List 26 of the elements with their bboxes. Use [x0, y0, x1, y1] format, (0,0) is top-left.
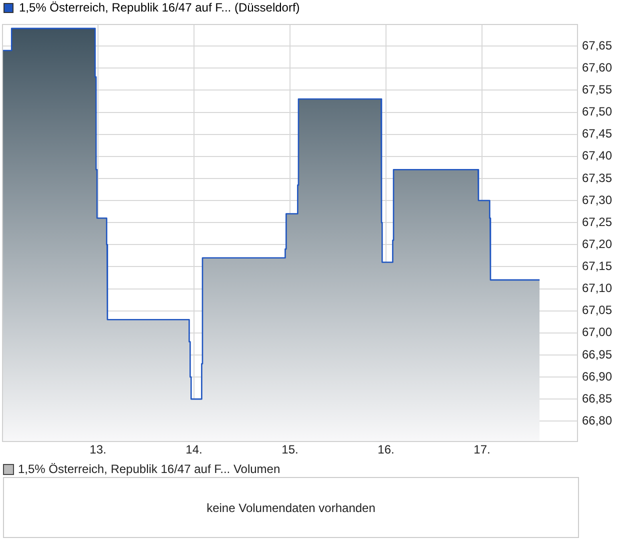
y-tick-label: 66,80 — [582, 413, 612, 428]
y-tick-label: 66,90 — [582, 369, 612, 384]
y-tick-label: 67,35 — [582, 170, 612, 185]
x-tick-label: 15. — [282, 442, 298, 457]
y-tick-label: 67,25 — [582, 214, 612, 229]
text: 1,5% Österreich, Republik 16/47 auf F... Volumen — [18, 462, 280, 476]
y-tick-label: 67,30 — [582, 192, 612, 207]
y-tick-label: 67,60 — [582, 60, 612, 74]
y-tick-label: 67,40 — [582, 148, 612, 163]
y-tick-label: 67,15 — [582, 259, 612, 274]
x-tick-label: 17. — [474, 442, 490, 457]
y-tick-label: 67,65 — [582, 38, 612, 52]
y-tick-label: 67,55 — [582, 82, 612, 97]
y-tick-label: 67,00 — [582, 325, 612, 340]
x-tick-label: 13. — [90, 442, 106, 457]
y-tick-label: 67,50 — [582, 104, 612, 119]
text: keine Volumendaten vorhanden — [3, 477, 579, 538]
legend-label: 1,5% Österreich, Republik 16/47 auf F... (Düsseldorf) — [19, 0, 300, 14]
y-tick-label: 66,95 — [582, 347, 612, 362]
y-tick-label: 66,85 — [582, 391, 612, 406]
y-tick-label: 67,10 — [582, 281, 612, 296]
y-tick-label: 67,45 — [582, 126, 612, 141]
x-tick-label: 16. — [378, 442, 394, 457]
y-tick-label: 67,20 — [582, 236, 612, 251]
y-tick-label: 67,05 — [582, 303, 612, 318]
x-tick-label: 14. — [186, 442, 202, 457]
